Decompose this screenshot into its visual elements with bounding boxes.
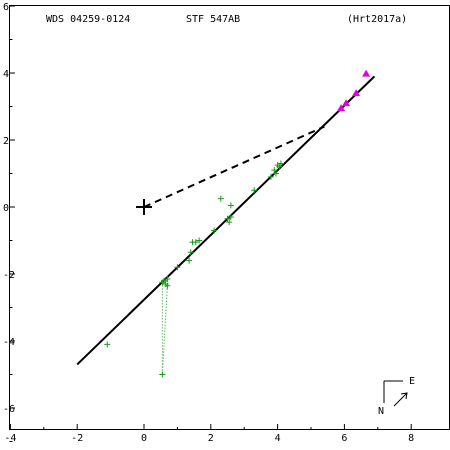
measurement-triangle	[337, 104, 346, 112]
residual-plus	[159, 371, 166, 378]
measurement-triangle	[362, 69, 371, 77]
y-tick-label: 0	[3, 203, 9, 214]
measurement-plus	[104, 341, 111, 348]
discoverer-designation: STF 547AB	[186, 14, 240, 25]
measurement-plus	[164, 276, 171, 283]
wds-id: WDS 04259-0124	[46, 14, 130, 25]
measurement-triangle	[352, 89, 361, 97]
measurement-plus	[217, 195, 224, 202]
measurement-plus	[174, 264, 181, 271]
measurement-plus	[276, 163, 283, 170]
measurement-plus	[192, 239, 199, 246]
orbit-fit-line	[76, 75, 376, 366]
compass-arrow-head	[400, 392, 408, 400]
compass-north-label: N	[378, 406, 384, 417]
measurement-plus	[226, 219, 233, 226]
x-tick-label: 8	[408, 433, 414, 444]
y-tick-label: -6	[3, 404, 15, 415]
measurement-plus	[224, 215, 231, 222]
measurement-triangle	[342, 99, 351, 107]
measurement-plus	[267, 173, 274, 180]
x-tick-label: -4	[4, 433, 16, 444]
residual-line	[161, 285, 168, 375]
measurement-marks	[104, 69, 371, 378]
primary-star-marker	[136, 199, 152, 215]
compass-east-label: E	[409, 376, 415, 387]
measurement-plus	[271, 167, 278, 174]
measurement-plus	[196, 237, 203, 244]
measurement-plus	[164, 282, 171, 289]
measurement-plus	[186, 257, 193, 264]
x-tick-label: -2	[71, 433, 83, 444]
measurement-plus	[227, 202, 234, 209]
x-axis-ticks: -4 -2 0 2 4 6 8	[4, 424, 414, 444]
measurement-plus	[187, 249, 194, 256]
y-tick-label: 6	[3, 2, 9, 13]
orbit-lines	[76, 75, 376, 375]
measurement-plus	[161, 277, 168, 284]
x-tick-label: 6	[341, 433, 347, 444]
periastron-dashed-line	[143, 125, 325, 208]
y-tick-label: 2	[3, 136, 9, 147]
x-tick-label: 0	[141, 433, 147, 444]
y-tick-label: -2	[3, 270, 15, 281]
orientation-compass: N E	[378, 376, 415, 417]
measurement-plus	[251, 187, 258, 194]
y-tick-label: -4	[3, 337, 15, 348]
compass-arrow-shaft	[393, 392, 408, 407]
x-tick-label: 2	[208, 433, 214, 444]
y-tick-label: 4	[3, 69, 9, 80]
measurement-plus	[277, 160, 284, 167]
measurement-plus	[211, 227, 218, 234]
measurement-plus	[227, 214, 234, 221]
y-axis-ticks: -6 -4 -2 0 2 4 6	[3, 2, 15, 442]
measurement-plus	[272, 170, 279, 177]
reference-code: (Hrt2017a)	[347, 14, 407, 25]
x-tick-label: 4	[275, 433, 281, 444]
